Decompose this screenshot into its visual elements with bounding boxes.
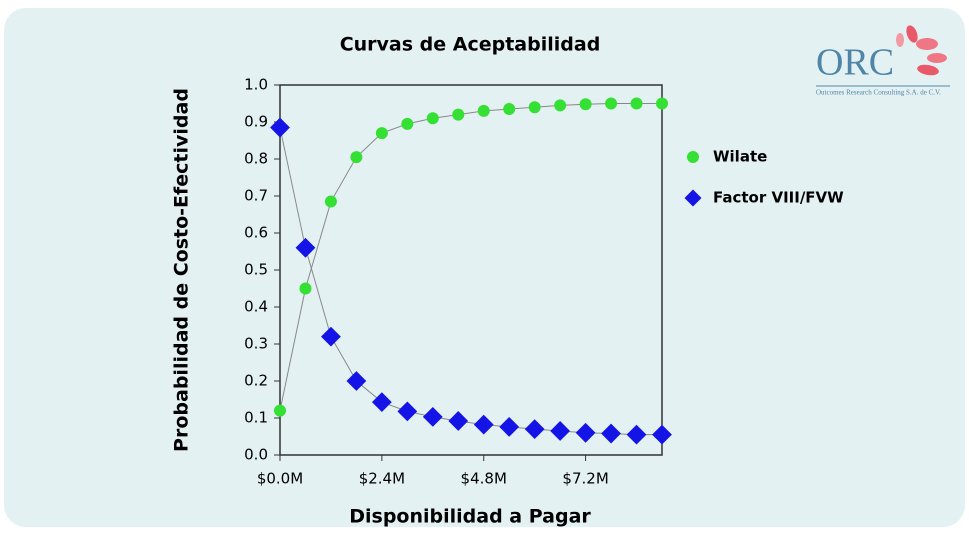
- logo-petal: [906, 25, 918, 43]
- point: [630, 97, 643, 110]
- point: [503, 103, 516, 116]
- y-axis-label: Probabilidad de Costo-Efectividad: [171, 88, 193, 452]
- legend-label: Wilate: [713, 148, 767, 166]
- point: [524, 419, 545, 439]
- logo-petal: [917, 64, 939, 76]
- y-tick-label: 0.3: [244, 335, 268, 353]
- logo-petal: [916, 38, 938, 50]
- x-tick-label: $7.2M: [562, 470, 608, 488]
- point: [397, 401, 418, 422]
- legend-label: Factor VIII/FVW: [713, 189, 844, 207]
- x-tick-label: $4.8M: [461, 470, 507, 488]
- point: [554, 99, 567, 112]
- point: [652, 424, 672, 445]
- point: [605, 97, 618, 110]
- point: [626, 424, 647, 445]
- x-tick-label: $0.0M: [257, 470, 303, 488]
- point: [601, 423, 621, 444]
- logo-petal: [927, 53, 947, 63]
- series-line: [279, 103, 662, 411]
- point: [321, 326, 341, 347]
- point: [448, 411, 469, 431]
- panel: [4, 8, 965, 527]
- point: [422, 406, 443, 427]
- point: [401, 117, 414, 130]
- y-tick-label: 0.2: [244, 372, 268, 390]
- series-line: [279, 127, 662, 436]
- chart-title: Curvas de Aceptabilidad: [340, 34, 601, 56]
- legend-marker: [684, 189, 702, 207]
- point: [346, 371, 367, 391]
- point: [452, 108, 465, 121]
- point: [274, 404, 286, 417]
- x-tick-label: $2.4M: [359, 470, 405, 488]
- point: [575, 422, 596, 443]
- point: [299, 282, 312, 295]
- logo-petal: [896, 33, 904, 47]
- point: [350, 151, 363, 164]
- point: [295, 237, 316, 258]
- point: [499, 416, 520, 437]
- y-tick-label: 0.7: [244, 187, 268, 205]
- y-tick-label: 0.5: [244, 261, 268, 279]
- legend-marker: [687, 151, 699, 163]
- point: [477, 104, 490, 117]
- point: [473, 414, 494, 435]
- point: [656, 97, 668, 110]
- y-tick-label: 1.0: [244, 76, 268, 94]
- y-tick-label: 0.9: [244, 113, 268, 131]
- point: [375, 127, 388, 140]
- point: [528, 101, 541, 114]
- point: [579, 98, 592, 111]
- y-tick-label: 0.6: [244, 224, 268, 242]
- y-tick-label: 0.1: [244, 409, 268, 427]
- logo: ORC Outcomes Research Consulting S.A. de…: [816, 25, 950, 97]
- x-axis-label: Disponibilidad a Pagar: [349, 506, 591, 528]
- point: [550, 421, 571, 441]
- logo-text: ORC: [816, 42, 894, 84]
- point: [371, 392, 392, 412]
- point: [426, 112, 439, 125]
- y-tick-label: 0.4: [244, 298, 268, 316]
- point: [324, 195, 337, 208]
- logo-subtitle: Outcomes Research Consulting S.A. de C.V…: [816, 89, 941, 97]
- y-tick-label: 0.8: [244, 150, 268, 168]
- y-tick-label: 0.0: [244, 446, 268, 464]
- point: [270, 117, 290, 138]
